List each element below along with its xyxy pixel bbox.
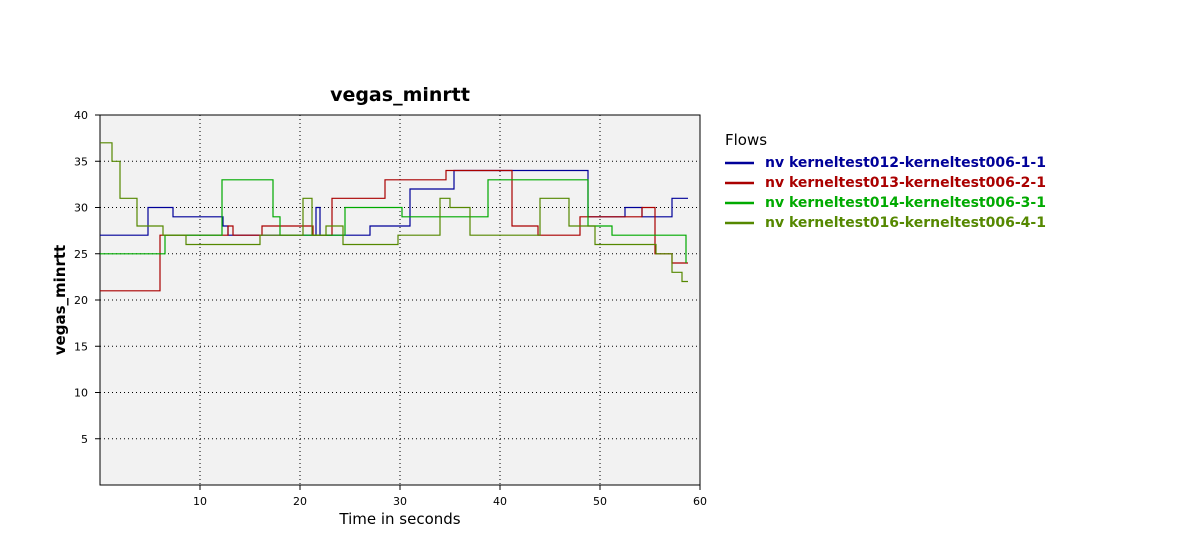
series-line-1 — [100, 169, 688, 236]
x-tick-label: 40 — [493, 495, 507, 508]
series-group — [100, 142, 688, 292]
x-tick-label: 50 — [593, 495, 607, 508]
y-tick-label: 30 — [74, 202, 88, 215]
y-axis-ticks: 5 10 15 20 25 30 35 40 — [74, 109, 100, 446]
x-tick-label: 30 — [393, 495, 407, 508]
legend-label-1: nv kerneltest012-kerneltest006-1-1 — [765, 155, 1046, 171]
y-tick-label: 35 — [74, 155, 88, 168]
legend-label-3: nv kerneltest014-kerneltest006-3-1 — [765, 195, 1046, 211]
x-axis-ticks: 10 20 30 40 50 60 — [193, 485, 707, 508]
y-tick-label: 40 — [74, 109, 88, 122]
legend-label-2: nv kerneltest013-kerneltest006-2-1 — [765, 175, 1046, 191]
x-tick-label: 10 — [193, 495, 207, 508]
legend-label-4: nv kerneltest016-kerneltest006-4-1 — [765, 215, 1046, 231]
y-tick-label: 25 — [74, 248, 88, 261]
x-tick-label: 20 — [293, 495, 307, 508]
series-line-3 — [100, 179, 687, 263]
grid — [100, 115, 700, 485]
y-tick-label: 10 — [74, 387, 88, 400]
chart-title: vegas_minrtt — [330, 84, 470, 106]
x-axis-label: Time in seconds — [338, 510, 460, 528]
y-tick-label: 20 — [74, 294, 88, 307]
y-axis-label: vegas_minrtt — [51, 245, 69, 355]
legend-title: Flows — [725, 131, 767, 149]
legend: nv kerneltest012-kerneltest006-1-1 nv ker… — [725, 155, 1046, 231]
series-line-2 — [100, 169, 688, 292]
y-tick-label: 15 — [74, 340, 88, 353]
series-line-4 — [100, 142, 688, 283]
y-tick-label: 5 — [81, 433, 88, 446]
x-tick-label: 60 — [693, 495, 707, 508]
